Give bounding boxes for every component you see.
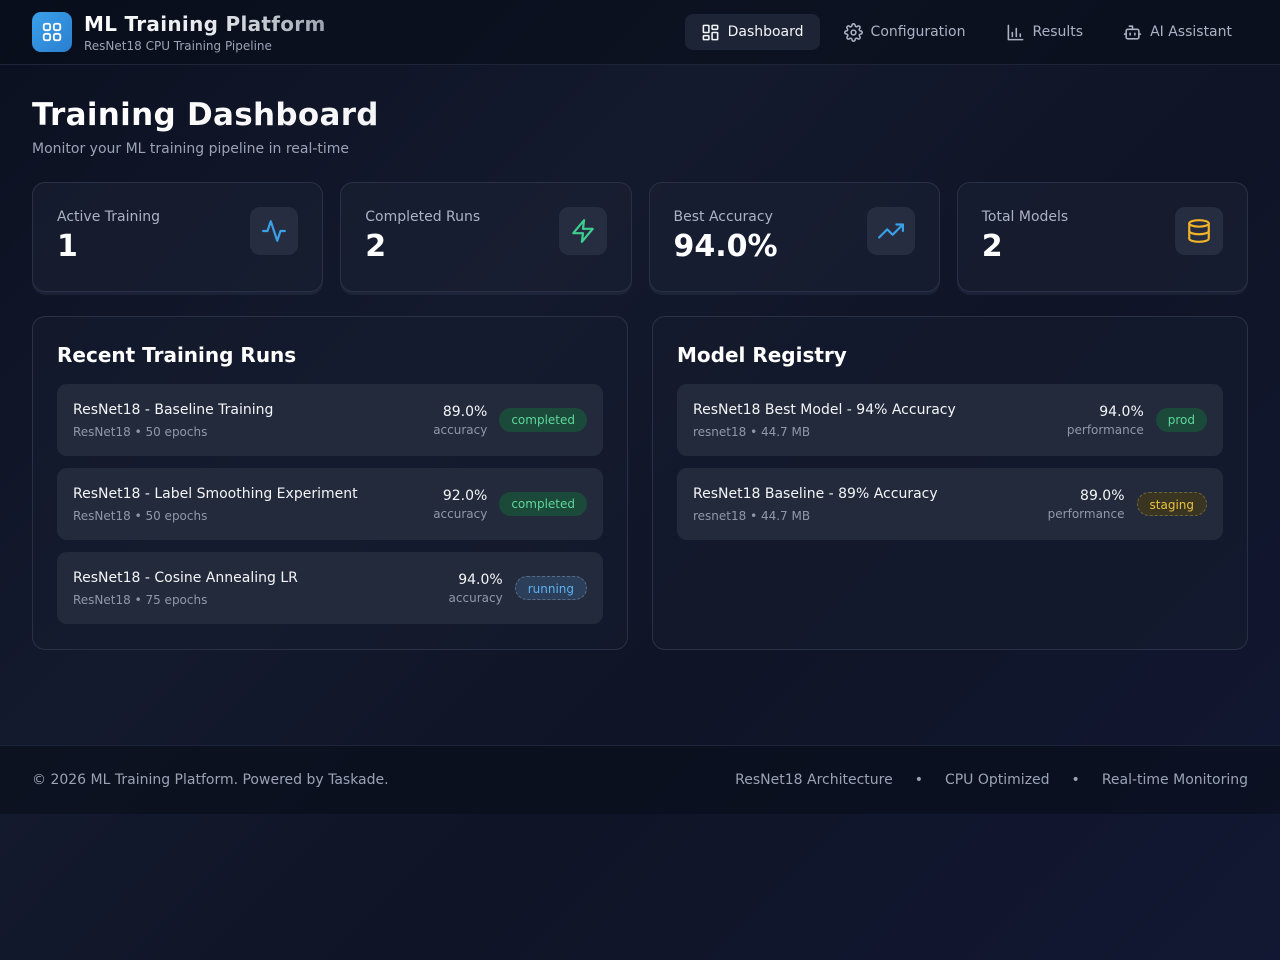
model-registry-panel: Model Registry ResNet18 Best Model - 94%…: [652, 316, 1248, 650]
list-item[interactable]: ResNet18 - Cosine Annealing LR ResNet18 …: [57, 552, 603, 624]
main-nav: Dashboard Configuration Results AI Assis…: [684, 14, 1248, 50]
activity-icon: [250, 207, 299, 255]
panel-title: Model Registry: [677, 343, 847, 367]
gear-icon: [843, 22, 863, 42]
footer-separator: •: [914, 772, 923, 788]
list-item[interactable]: ResNet18 - Baseline Training ResNet18 • …: [57, 384, 603, 456]
model-meta: resnet18 • 44.7 MB: [693, 424, 811, 439]
model-meta: resnet18 • 44.7 MB: [693, 508, 811, 523]
stat-card-active-training: Active Training 1: [32, 182, 324, 292]
stat-card-total-models: Total Models 2: [956, 182, 1248, 292]
run-meta: ResNet18 • 75 epochs: [73, 592, 208, 607]
run-accuracy-label: accuracy: [448, 590, 503, 605]
footer-copyright: © 2026 ML Training Platform. Powered by …: [32, 772, 389, 788]
stat-card-completed-runs: Completed Runs 2: [340, 182, 632, 292]
panels: Recent Training Runs ResNet18 - Baseline…: [32, 316, 1248, 650]
stat-label: Total Models: [981, 209, 1069, 225]
model-performance-label: performance: [1047, 506, 1125, 521]
nav-results-label: Results: [1032, 24, 1084, 40]
run-name: ResNet18 - Cosine Annealing LR: [73, 569, 298, 586]
list-item[interactable]: ResNet18 Best Model - 94% Accuracy resne…: [677, 384, 1223, 456]
run-accuracy-label: accuracy: [433, 506, 488, 521]
run-accuracy: 94.0%: [458, 571, 503, 588]
trending-up-icon: [866, 207, 915, 255]
nav-configuration[interactable]: Configuration: [828, 14, 982, 50]
status-badge: completed: [499, 408, 587, 432]
list-item[interactable]: ResNet18 - Label Smoothing Experiment Re…: [57, 468, 603, 540]
run-name: ResNet18 - Baseline Training: [73, 401, 274, 418]
app-subtitle: ResNet18 CPU Training Pipeline: [84, 38, 272, 53]
footer-links: ResNet18 Architecture • CPU Optimized • …: [735, 772, 1248, 788]
stat-value: 2: [365, 229, 387, 264]
footer: © 2026 ML Training Platform. Powered by …: [0, 745, 1280, 814]
recent-training-runs-panel: Recent Training Runs ResNet18 - Baseline…: [32, 316, 628, 650]
stat-card-best-accuracy: Best Accuracy 94.0%: [648, 182, 940, 292]
models-list: ResNet18 Best Model - 94% Accuracy resne…: [677, 384, 1223, 540]
stat-label: Completed Runs: [365, 209, 481, 225]
stage-badge: staging: [1136, 492, 1207, 516]
list-item[interactable]: ResNet18 Baseline - 89% Accuracy resnet1…: [677, 468, 1223, 540]
stat-label: Active Training: [57, 209, 160, 225]
app-title: ML Training Platform: [84, 11, 326, 36]
page-subtitle: Monitor your ML training pipeline in rea…: [32, 141, 350, 157]
run-accuracy-label: accuracy: [433, 422, 488, 437]
run-meta: ResNet18 • 50 epochs: [73, 424, 208, 439]
page-title: Training Dashboard: [32, 97, 1248, 133]
run-accuracy: 92.0%: [442, 487, 488, 504]
dashboard-icon: [702, 24, 718, 40]
bar-chart-icon: [1007, 24, 1023, 40]
model-name: ResNet18 Best Model - 94% Accuracy: [693, 401, 956, 418]
main-content: Training Dashboard Monitor your ML train…: [0, 65, 1280, 650]
stat-value: 1: [57, 229, 78, 264]
status-badge: running: [514, 576, 587, 600]
nav-ai-assistant-label: AI Assistant: [1150, 24, 1232, 40]
model-performance-label: performance: [1066, 422, 1144, 437]
status-badge: completed: [499, 492, 587, 516]
database-icon: [1175, 207, 1223, 255]
nav-dashboard-label: Dashboard: [727, 24, 804, 40]
nav-ai-assistant[interactable]: AI Assistant: [1107, 14, 1248, 50]
stat-value: 94.0%: [673, 229, 778, 264]
run-accuracy: 89.0%: [442, 403, 488, 420]
footer-link-realtime-monitoring[interactable]: Real-time Monitoring: [1101, 772, 1248, 788]
footer-separator: •: [1071, 772, 1080, 788]
brand[interactable]: ML Training Platform ResNet18 CPU Traini…: [32, 12, 326, 53]
model-performance: 94.0%: [1099, 403, 1144, 420]
stats-cards: Active Training 1 Completed Runs 2 Best …: [32, 182, 1248, 292]
footer-link-architecture[interactable]: ResNet18 Architecture: [735, 772, 893, 788]
bot-icon: [1123, 24, 1142, 40]
nav-dashboard[interactable]: Dashboard: [684, 14, 820, 50]
stat-label: Best Accuracy: [673, 209, 773, 225]
nav-configuration-label: Configuration: [870, 24, 966, 40]
app-logo-icon: [32, 12, 72, 52]
run-name: ResNet18 - Label Smoothing Experiment: [73, 485, 358, 502]
footer-link-cpu-optimized[interactable]: CPU Optimized: [944, 772, 1050, 788]
model-performance: 89.0%: [1080, 487, 1125, 504]
model-name: ResNet18 Baseline - 89% Accuracy: [693, 485, 938, 502]
nav-results[interactable]: Results: [990, 14, 1100, 50]
panel-title: Recent Training Runs: [57, 343, 297, 367]
stat-value: 2: [981, 229, 1003, 264]
stage-badge: prod: [1155, 408, 1207, 432]
top-header: ML Training Platform ResNet18 CPU Traini…: [0, 0, 1280, 65]
zap-icon: [558, 207, 607, 255]
run-meta: ResNet18 • 50 epochs: [73, 508, 208, 523]
runs-list: ResNet18 - Baseline Training ResNet18 • …: [57, 384, 603, 624]
